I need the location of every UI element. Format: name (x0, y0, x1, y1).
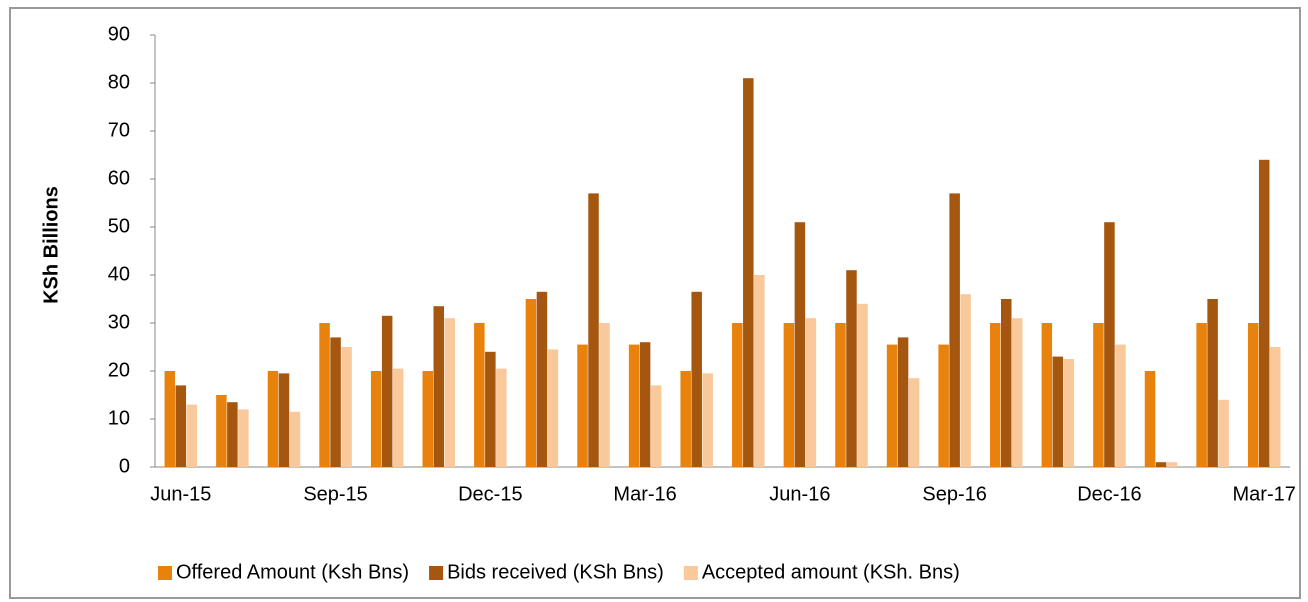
legend-swatch (158, 566, 172, 580)
bar (990, 323, 1001, 467)
bar (794, 222, 806, 467)
x-tick-label: Sep-16 (922, 483, 987, 505)
bar (754, 275, 765, 467)
bar (319, 323, 330, 467)
bar (474, 323, 485, 467)
bar (485, 351, 496, 467)
bar (639, 342, 651, 467)
bar (1144, 371, 1156, 467)
legend-label: Accepted amount (KSh. Bns) (702, 561, 960, 583)
legend-label: Offered Amount (Ksh Bns) (176, 561, 409, 583)
bar (227, 402, 238, 467)
x-tick-label: Sep-15 (303, 483, 368, 505)
x-tick-label: Mar-17 (1233, 483, 1296, 505)
bar (186, 404, 198, 467)
bar (1104, 222, 1115, 467)
bar (496, 368, 507, 467)
bar (702, 373, 713, 467)
bar (805, 318, 817, 467)
bar (628, 344, 640, 467)
bar (238, 409, 249, 467)
bar (536, 291, 548, 467)
bar (1166, 462, 1178, 467)
bar (1012, 318, 1023, 467)
bar (422, 371, 433, 467)
bar (1247, 323, 1259, 467)
bar (577, 344, 588, 467)
bar (588, 193, 599, 467)
bar (1001, 299, 1012, 467)
legend-swatch (683, 566, 698, 580)
y-tick-label: 10 (108, 407, 130, 429)
bar (1052, 356, 1064, 467)
chart-frame (9, 7, 1301, 599)
bar (886, 344, 898, 467)
y-tick-label: 40 (108, 263, 130, 285)
bar (1093, 323, 1104, 467)
bar (680, 371, 691, 467)
bar (444, 318, 455, 467)
bar (1218, 399, 1229, 467)
bar (691, 291, 702, 467)
bar (1115, 344, 1126, 467)
bar (908, 378, 920, 467)
bar (216, 395, 227, 467)
y-axis-title: KSh Billions (40, 186, 62, 304)
bar (370, 371, 382, 467)
y-tick-label: 50 (108, 215, 130, 237)
y-tick-label: 20 (108, 359, 130, 381)
bar (164, 371, 176, 467)
bar (1258, 159, 1270, 468)
bar (1041, 323, 1053, 467)
bar (1207, 299, 1218, 467)
bar (732, 323, 743, 467)
bar (1196, 323, 1207, 467)
bar (783, 323, 795, 467)
y-tick-label: 70 (108, 119, 130, 141)
x-tick-label: Jun-16 (769, 483, 830, 505)
bar (341, 347, 352, 467)
x-tick-label: Dec-16 (1077, 483, 1141, 505)
bar (1269, 347, 1281, 467)
bar (392, 368, 404, 467)
bar (599, 323, 610, 467)
y-tick-label: 80 (108, 71, 130, 93)
legend-label: Bids received (KSh Bns) (447, 561, 664, 583)
y-tick-label: 0 (119, 455, 130, 477)
bar (938, 344, 949, 467)
bar (650, 385, 662, 467)
bar (525, 299, 537, 467)
bar (897, 337, 909, 467)
bar (949, 193, 960, 467)
bar (846, 270, 857, 467)
bar (743, 78, 754, 467)
bar (289, 411, 301, 467)
bar (330, 337, 341, 467)
y-tick-label: 90 (108, 23, 130, 45)
bar (175, 385, 187, 467)
legend-swatch (429, 566, 444, 580)
y-tick-label: 30 (108, 311, 130, 333)
bar (857, 303, 868, 467)
x-tick-label: Dec-15 (458, 483, 522, 505)
bar (1063, 359, 1075, 467)
bar (960, 294, 971, 467)
bar (547, 349, 559, 467)
bar (433, 306, 444, 467)
bar (278, 373, 290, 467)
bar (381, 315, 393, 467)
x-tick-label: Mar-16 (613, 483, 676, 505)
bar (267, 371, 279, 467)
bar (1155, 462, 1167, 467)
x-tick-label: Jun-15 (150, 483, 211, 505)
y-tick-label: 60 (108, 167, 130, 189)
bar (835, 323, 846, 467)
